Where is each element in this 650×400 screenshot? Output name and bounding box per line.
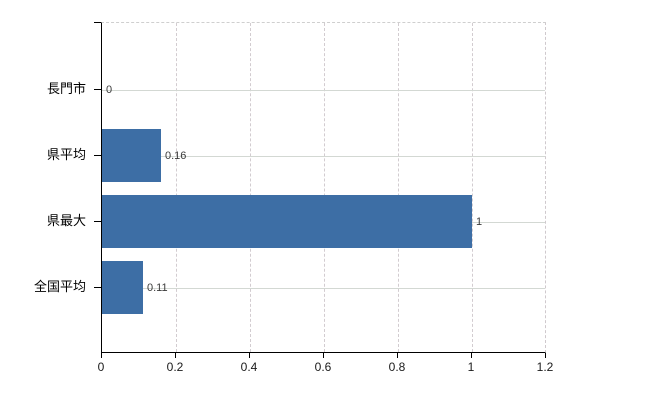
- category-label: 長門市: [46, 81, 86, 96]
- bar: [102, 129, 161, 182]
- x-axis-tick: [101, 353, 102, 358]
- y-axis-tick: [94, 221, 101, 222]
- x-axis-tick-label: 1.2: [536, 360, 554, 374]
- x-axis-tick-label: 0.4: [240, 360, 258, 374]
- bar: [102, 195, 472, 248]
- vertical-gridline: [176, 23, 177, 352]
- horizontal-gridline: [102, 288, 545, 289]
- bar-value-label: 0: [106, 84, 113, 96]
- y-axis-tick: [94, 155, 101, 156]
- x-axis-tick: [545, 353, 546, 358]
- bar-value-label: 0.11: [147, 282, 168, 294]
- horizontal-gridline: [102, 90, 545, 91]
- x-axis-tick-label: 0.2: [166, 360, 184, 374]
- x-axis-tick: [397, 353, 398, 358]
- x-axis-tick: [471, 353, 472, 358]
- vertical-gridline: [398, 23, 399, 352]
- category-label: 県平均: [46, 147, 86, 162]
- vertical-gridline: [250, 23, 251, 352]
- x-axis-tick-label: 0.6: [314, 360, 332, 374]
- category-label: 県最大: [46, 213, 86, 228]
- bar-value-label: 0.16: [165, 150, 187, 162]
- vertical-gridline: [324, 23, 325, 352]
- x-axis-tick: [249, 353, 250, 358]
- plot-area: 0 0.16 1 0.11: [101, 22, 546, 353]
- y-axis-tick: [94, 287, 101, 288]
- x-axis-tick: [323, 353, 324, 358]
- x-axis-tick-label: 0: [97, 360, 105, 374]
- bar: [102, 261, 143, 314]
- x-axis-tick: [175, 353, 176, 358]
- y-axis-end-tick: [94, 22, 101, 23]
- vertical-gridline: [472, 23, 473, 352]
- horizontal-gridline: [102, 156, 545, 157]
- y-axis-tick: [94, 89, 101, 90]
- x-axis-tick-label: 1: [467, 360, 475, 374]
- category-label: 全国平均: [33, 279, 86, 294]
- bar-value-label: 1: [476, 216, 483, 228]
- x-axis-tick-label: 0.8: [388, 360, 406, 374]
